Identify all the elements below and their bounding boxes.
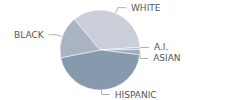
svg-text:HISPANIC: HISPANIC	[115, 90, 157, 100]
svg-text:WHITE: WHITE	[131, 3, 161, 13]
svg-text:ASIAN: ASIAN	[153, 53, 180, 63]
svg-text:BLACK: BLACK	[14, 30, 45, 40]
svg-text:A.I.: A.I.	[154, 42, 168, 52]
